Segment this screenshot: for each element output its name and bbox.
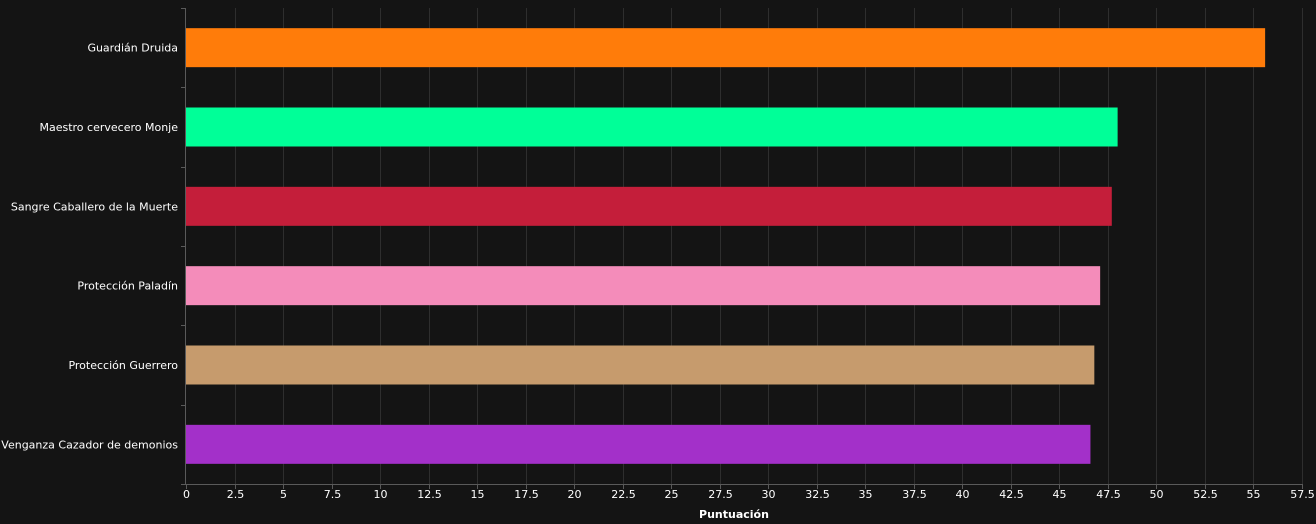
bars [186, 28, 1266, 464]
x-tick-label: 50 [1150, 488, 1164, 501]
x-tick-label: 27.5 [708, 488, 733, 501]
bar [186, 186, 1112, 226]
x-tick-label: 12.5 [417, 488, 442, 501]
x-tick-label: 30 [762, 488, 776, 501]
x-tick-label: 32.5 [805, 488, 830, 501]
category-label: Maestro cervecero Monje [39, 121, 178, 134]
x-tick-label: 40 [956, 488, 970, 501]
bar [186, 424, 1091, 464]
x-tick-label: 22.5 [611, 488, 636, 501]
bar [186, 345, 1095, 385]
x-tick-label: 55 [1247, 488, 1261, 501]
x-tick-label: 2.5 [227, 488, 245, 501]
x-tick-label: 17.5 [514, 488, 539, 501]
x-tick-label: 10 [374, 488, 388, 501]
category-labels: Guardián Druida Maestro cervecero Monje Sa… [1, 42, 178, 452]
category-label: Protección Paladín [77, 280, 178, 293]
x-tick-label: 5 [280, 488, 287, 501]
x-axis-title: Puntuación [699, 508, 769, 521]
category-label: Guardián Druida [87, 42, 178, 55]
x-tick-label: 7.5 [324, 488, 342, 501]
x-tick-labels: 0 2.5 5 7.5 10 12.5 15 17.5 20 22.5 25 27.5 30 32.5 35… [183, 488, 1315, 501]
x-tick-label: 35 [859, 488, 873, 501]
axes [181, 8, 1303, 489]
x-tick-label: 42.5 [999, 488, 1024, 501]
grid-lines [235, 8, 1303, 484]
x-tick-label: 52.5 [1193, 488, 1218, 501]
category-label: Protección Guerrero [68, 359, 178, 372]
bar [186, 266, 1101, 306]
x-tick-label: 25 [665, 488, 679, 501]
bar [186, 28, 1266, 68]
x-tick-label: 20 [568, 488, 582, 501]
x-tick-label: 47.5 [1096, 488, 1121, 501]
x-tick-label: 57.5 [1290, 488, 1315, 501]
x-tick-label: 0 [183, 488, 190, 501]
x-tick-label: 37.5 [902, 488, 927, 501]
category-label: Sangre Caballero de la Muerte [11, 200, 178, 213]
x-tick-label: 15 [471, 488, 485, 501]
category-label: Venganza Cazador de demonios [1, 438, 178, 451]
x-tick-label: 45 [1053, 488, 1067, 501]
bar [186, 107, 1118, 147]
